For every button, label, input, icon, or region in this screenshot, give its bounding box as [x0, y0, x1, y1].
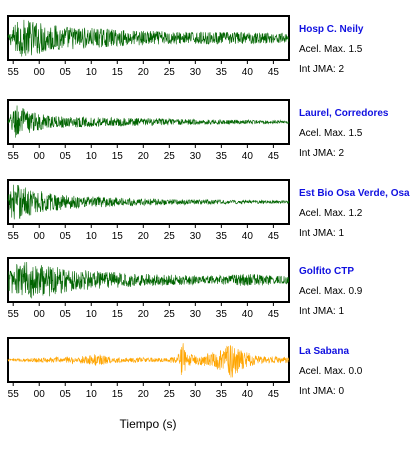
- x-tick-label: 15: [112, 309, 124, 320]
- jma-intensity-label: Int JMA: 0: [299, 386, 344, 397]
- x-tick-label: 15: [112, 389, 124, 400]
- x-axis-title: Tiempo (s): [120, 417, 177, 431]
- station-name: Hosp C. Neily: [299, 24, 364, 35]
- x-tick-label: 00: [34, 151, 46, 162]
- x-tick-label: 20: [138, 389, 150, 400]
- x-tick-label: 35: [216, 231, 228, 242]
- max-acceleration-label: Acel. Max. 1.2: [299, 208, 363, 219]
- station-panel: Golfito CTP Acel. Max. 0.9 Int JMA: 1 55 00 0…: [7, 257, 363, 320]
- station-panel: Est Bio Osa Verde, Osa Acel. Max. 1.2 Int …: [7, 179, 410, 242]
- x-tick-label: 10: [86, 67, 98, 78]
- jma-intensity-label: Int JMA: 2: [299, 64, 344, 75]
- x-tick-label: 55: [8, 389, 20, 400]
- x-tick-label: 30: [190, 67, 202, 78]
- waveform-trace: [7, 184, 290, 220]
- x-tick-label: 00: [34, 67, 46, 78]
- max-acceleration-label: Acel. Max. 0.0: [299, 366, 363, 377]
- waveform-trace: [7, 105, 290, 138]
- x-tick-label: 40: [242, 231, 254, 242]
- x-tick-label: 30: [190, 151, 202, 162]
- station-name: Est Bio Osa Verde, Osa: [299, 188, 410, 199]
- jma-intensity-label: Int JMA: 2: [299, 148, 344, 159]
- station-panel: La Sabana Acel. Max. 0.0 Int JMA: 0 55 00 05 1…: [7, 337, 363, 400]
- x-tick-label: 55: [8, 151, 20, 162]
- x-tick-label: 55: [8, 67, 20, 78]
- x-tick-label: 15: [112, 67, 124, 78]
- x-tick-label: 05: [60, 389, 72, 400]
- x-tick-label: 10: [86, 151, 98, 162]
- x-tick-label: 45: [268, 67, 280, 78]
- x-tick-label: 25: [164, 67, 176, 78]
- x-tick-label: 45: [268, 231, 280, 242]
- x-tick-label: 35: [216, 151, 228, 162]
- x-tick-label: 20: [138, 151, 150, 162]
- x-tick-label: 05: [60, 231, 72, 242]
- jma-intensity-label: Int JMA: 1: [299, 228, 344, 239]
- max-acceleration-label: Acel. Max. 1.5: [299, 128, 363, 139]
- x-tick-label: 20: [138, 309, 150, 320]
- x-tick-label: 05: [60, 309, 72, 320]
- max-acceleration-label: Acel. Max. 1.5: [299, 44, 363, 55]
- waveform-trace: [7, 19, 290, 57]
- x-tick-label: 10: [86, 389, 98, 400]
- x-tick-label: 25: [164, 389, 176, 400]
- x-tick-label: 20: [138, 67, 150, 78]
- x-tick-label: 05: [60, 151, 72, 162]
- x-tick-label: 35: [216, 67, 228, 78]
- x-tick-label: 40: [242, 389, 254, 400]
- x-tick-label: 40: [242, 67, 254, 78]
- x-tick-label: 20: [138, 231, 150, 242]
- x-tick-label: 10: [86, 309, 98, 320]
- x-tick-label: 00: [34, 389, 46, 400]
- waveform-trace: [7, 343, 290, 378]
- x-tick-label: 35: [216, 389, 228, 400]
- station-name: Golfito CTP: [299, 266, 354, 277]
- station-name: Laurel, Corredores: [299, 108, 389, 119]
- panel-frame: [7, 257, 290, 303]
- x-tick-label: 30: [190, 389, 202, 400]
- x-tick-label: 15: [112, 231, 124, 242]
- x-tick-label: 10: [86, 231, 98, 242]
- station-panel: Hosp C. Neily Acel. Max. 1.5 Int JMA: 2 55 0…: [7, 15, 364, 78]
- x-tick-label: 55: [8, 309, 20, 320]
- x-tick-label: 55: [8, 231, 20, 242]
- x-tick-label: 30: [190, 309, 202, 320]
- jma-intensity-label: Int JMA: 1: [299, 306, 344, 317]
- x-tick-label: 40: [242, 151, 254, 162]
- x-tick-label: 35: [216, 309, 228, 320]
- x-tick-label: 15: [112, 151, 124, 162]
- x-tick-label: 40: [242, 309, 254, 320]
- x-tick-label: 00: [34, 309, 46, 320]
- panel-frame: [7, 15, 290, 61]
- x-tick-label: 25: [164, 231, 176, 242]
- waveform-trace: [7, 262, 290, 299]
- x-tick-label: 45: [268, 389, 280, 400]
- x-tick-label: 25: [164, 309, 176, 320]
- x-tick-label: 00: [34, 231, 46, 242]
- station-panel: Laurel, Corredores Acel. Max. 1.5 Int JMA:…: [7, 99, 389, 162]
- x-tick-label: 45: [268, 151, 280, 162]
- max-acceleration-label: Acel. Max. 0.9: [299, 286, 363, 297]
- x-tick-label: 25: [164, 151, 176, 162]
- station-name: La Sabana: [299, 346, 349, 357]
- x-tick-label: 05: [60, 67, 72, 78]
- x-tick-label: 45: [268, 309, 280, 320]
- x-tick-label: 30: [190, 231, 202, 242]
